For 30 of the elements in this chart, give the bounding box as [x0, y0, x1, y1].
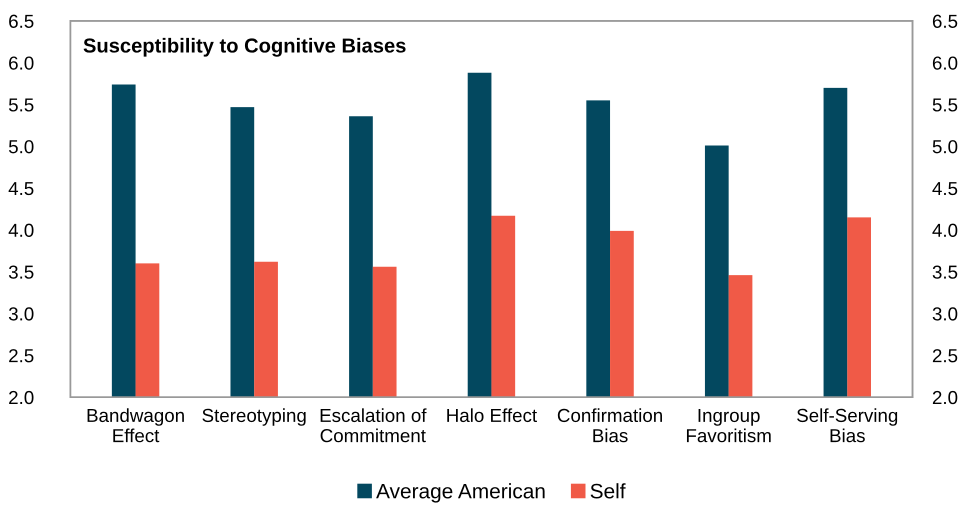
x-tick-label: Stereotyping — [202, 408, 306, 426]
y2-tick-label: 5.0 — [932, 140, 958, 154]
y2-tick-label: 4.0 — [932, 224, 958, 237]
y2-tick-label: 4.5 — [932, 182, 958, 196]
x-tick-label: Confirmation Bias — [558, 408, 662, 442]
legend-label: Average American — [376, 483, 545, 503]
y2-tick-label: 2.5 — [932, 349, 958, 362]
y-tick-label: 6.0 — [9, 56, 34, 70]
x-tick-label: Self-Serving Bias — [797, 408, 898, 442]
y2-tick-label: 2.0 — [932, 390, 958, 404]
y-tick-label: 6.5 — [9, 14, 34, 28]
x-tick-label: Escalation of Commitment — [320, 408, 427, 442]
text: Susceptibility to Cognitive Biases — [84, 38, 406, 57]
y2-tick-label: 6.0 — [932, 56, 958, 70]
x-tick-label: Ingroup Favoritism — [686, 408, 771, 442]
y2-tick-label: 6.5 — [932, 14, 958, 28]
y-tick-label: 2.5 — [9, 349, 34, 362]
y-tick-label: 5.0 — [8, 140, 34, 154]
y-tick-label: 4.0 — [8, 224, 34, 237]
y2-tick-label: 3.0 — [932, 307, 958, 321]
y2-tick-label: 5.5 — [932, 98, 958, 112]
y-tick-label: 3.5 — [8, 265, 34, 279]
y-tick-label: 3.0 — [8, 307, 34, 321]
legend-label: Self — [590, 483, 626, 498]
y-tick-label: 2.0 — [9, 390, 34, 404]
y2-tick-label: 3.5 — [932, 265, 958, 279]
y-tick-label: 4.5 — [8, 182, 34, 196]
y-tick-label: 5.5 — [8, 98, 34, 112]
x-tick-label: Halo Effect — [447, 408, 537, 422]
x-tick-label: Bandwagon Effect — [88, 408, 184, 442]
